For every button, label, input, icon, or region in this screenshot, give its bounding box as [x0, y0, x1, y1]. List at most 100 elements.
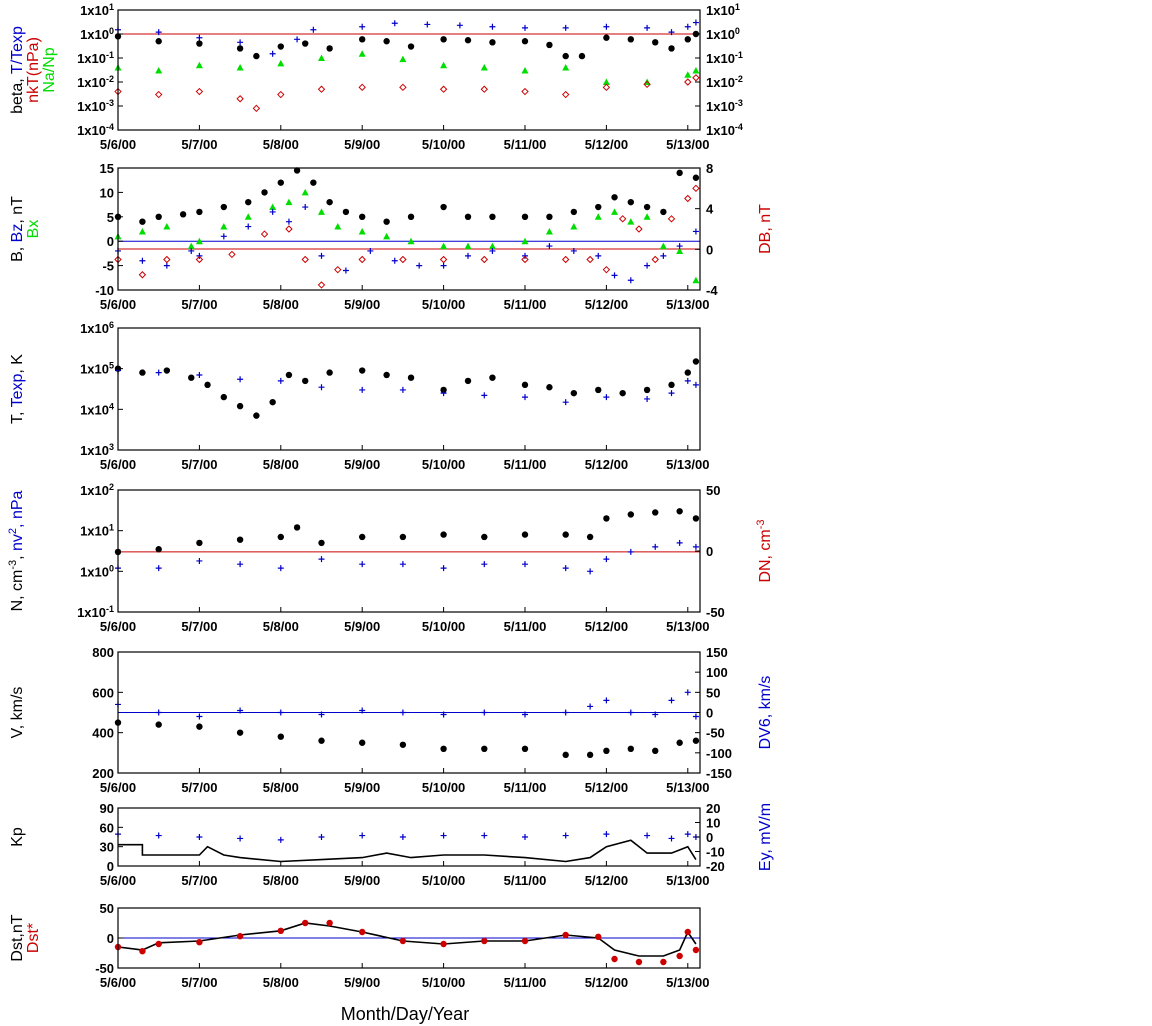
data-point-T/Texp-10: [456, 22, 463, 29]
data-point-DB-15: [561, 255, 570, 264]
data-point-Bz-7: [269, 208, 276, 215]
y-axis-label-right: Ey, mV/m: [757, 803, 774, 871]
y-tick-label-left-2: 600: [92, 685, 114, 700]
data-point-DV6-15: [652, 711, 659, 718]
x-tick-label-4: 5/10/00: [422, 619, 465, 634]
data-point-DB-9: [334, 265, 342, 274]
x-tick-label-1: 5/7/00: [181, 873, 217, 888]
data-point-nkT-3: [236, 95, 244, 103]
data-point-beta-20: [652, 39, 659, 46]
y-tick-label-right-0: -20: [706, 859, 725, 874]
x-tick-label-3: 5/9/00: [344, 457, 380, 472]
x-tick-label-3: 5/9/00: [344, 975, 380, 990]
data-point-DB-17: [602, 265, 611, 274]
data-point-nv2-17: [692, 543, 699, 550]
x-tick-label-4: 5/10/00: [422, 137, 465, 152]
data-point-beta-14: [521, 38, 529, 45]
data-point-Na/Np-15: [692, 67, 700, 74]
series-N: [114, 508, 700, 556]
data-point-nkT-8: [399, 83, 407, 92]
series-nkT: [114, 74, 700, 113]
data-point-N-14: [603, 515, 610, 522]
data-point-Bz-25: [660, 252, 667, 259]
series-DB: [114, 184, 700, 289]
data-point-V-15: [652, 747, 659, 755]
data-point-B-14: [383, 218, 390, 225]
x-tick-label-5: 5/11/00: [504, 457, 547, 472]
x-tick-label-5: 5/11/00: [504, 780, 547, 795]
data-point-V-4: [277, 733, 284, 740]
data-point-Dst*-6: [302, 919, 309, 927]
data-point-Texp-11: [562, 399, 569, 406]
data-point-Bx-18: [521, 237, 529, 245]
data-point-beta-22: [684, 36, 691, 43]
data-point-DV6-3: [237, 707, 244, 714]
series-Dst*: [114, 919, 700, 966]
data-point-T-20: [570, 389, 578, 397]
x-tick-label-3: 5/9/00: [344, 297, 380, 312]
data-point-N-10: [481, 533, 488, 541]
data-point-nv2-14: [627, 548, 634, 555]
data-point-Dst*-15: [611, 955, 618, 963]
data-point-nkT-1: [154, 90, 163, 99]
x-tick-label-0: 5/6/00: [100, 780, 136, 795]
x-tick-label-0: 5/6/00: [100, 619, 136, 634]
data-point-T-26: [692, 358, 700, 365]
data-point-Bz-17: [489, 247, 496, 254]
data-point-Texp-7: [399, 386, 406, 393]
series-Na/Np: [114, 50, 700, 85]
x-tick-label-3: 5/9/00: [344, 137, 380, 152]
data-point-beta-4: [253, 52, 260, 60]
data-point-T-10: [302, 377, 309, 385]
y-tick-label-right-0: -150: [706, 766, 732, 781]
x-tick-label-6: 5/12/00: [585, 619, 628, 634]
data-point-Ey-1: [155, 832, 162, 839]
data-point-nv2-10: [521, 561, 528, 568]
data-point-B-23: [611, 194, 618, 201]
data-point-nkT-4: [252, 104, 261, 113]
data-point-B-12: [342, 208, 350, 216]
panel-B-Bz-Bx-DB: 5/6/00 5/7/00 5/8/00 5/9/00 5/10/00 5/11/00 5/…: [9, 161, 774, 312]
data-point-B-24: [627, 198, 635, 206]
data-point-V-1: [155, 721, 162, 728]
data-point-DB-18: [618, 215, 627, 223]
data-point-V-7: [399, 741, 407, 748]
data-point-Dst*-20: [692, 946, 700, 954]
x-tick-label-0: 5/6/00: [100, 457, 136, 472]
data-point-Bz-13: [391, 257, 398, 264]
data-point-V-10: [521, 745, 529, 752]
data-point-N-3: [236, 536, 244, 543]
data-point-Texp-4: [277, 377, 284, 384]
data-point-Na/Np-1: [155, 67, 163, 74]
y-tick-label-right-1: -100: [706, 746, 732, 761]
data-point-DV6-13: [603, 697, 610, 704]
data-point-Bz-2: [163, 262, 170, 269]
y-tick-label-right-2: 1x10-2: [706, 74, 743, 90]
data-point-nv2-15: [652, 543, 659, 550]
data-point-T/Texp-8: [391, 20, 398, 27]
series-T/Texp: [115, 19, 699, 57]
data-point-T-2: [163, 367, 171, 374]
y-tick-label-left-1: 30: [100, 840, 114, 855]
data-point-beta-18: [603, 34, 610, 41]
data-point-Bz-11: [342, 267, 349, 274]
data-point-T/Texp-3: [237, 39, 244, 46]
data-point-Bz-15: [440, 262, 447, 269]
data-point-beta-13: [489, 39, 496, 46]
y-tick-label-left-2: 1x105: [80, 361, 114, 377]
data-point-Bz-20: [570, 247, 577, 254]
x-tick-label-6: 5/12/00: [585, 297, 628, 312]
series-beta: [114, 30, 700, 60]
data-point-Dst*-2: [155, 940, 162, 948]
series-Dst: [117, 922, 697, 957]
data-point-DV6-4: [277, 709, 284, 716]
data-point-Bz-5: [220, 233, 227, 240]
data-point-Na/Np-14: [684, 71, 692, 78]
x-tick-label-7: 5/13/00: [666, 873, 709, 888]
data-point-nv2-6: [359, 561, 366, 568]
y-tick-label-left-1: 1x100: [80, 563, 114, 579]
data-point-nkT-10: [480, 85, 489, 93]
data-point-T-21: [595, 386, 602, 394]
data-point-N-11: [521, 531, 529, 538]
data-point-Dst*-8: [358, 928, 366, 936]
